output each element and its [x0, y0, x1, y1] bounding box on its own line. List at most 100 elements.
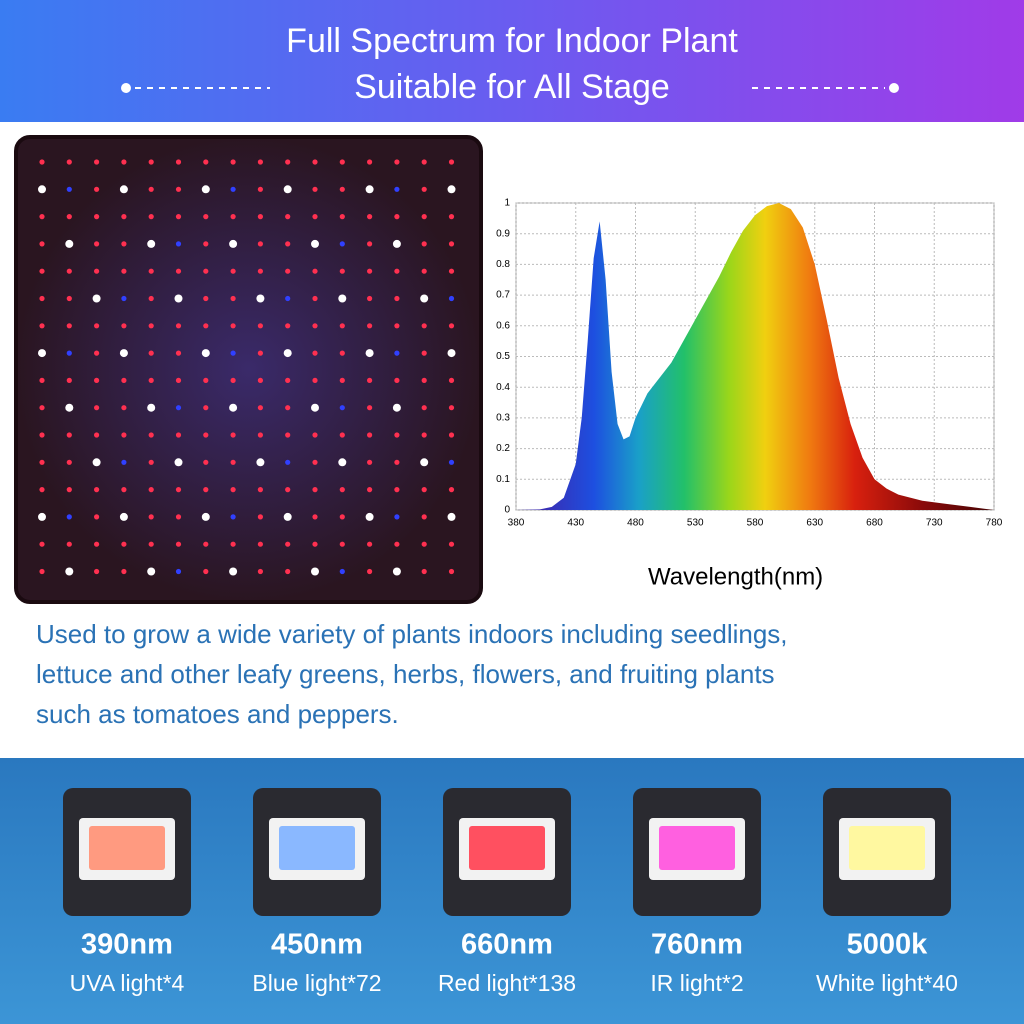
- led-wavelength: 5000k: [847, 929, 929, 961]
- x-tick-label: 730: [926, 518, 943, 529]
- led-dot: [66, 377, 72, 383]
- led-dot: [285, 487, 291, 493]
- led-dot: [283, 185, 292, 194]
- led-dot: [365, 185, 374, 194]
- led-dot: [339, 377, 345, 383]
- led-dot: [285, 241, 291, 247]
- led-dot: [285, 323, 291, 329]
- led-dot: [94, 514, 100, 520]
- led-dot: [39, 459, 45, 465]
- led-dot: [230, 323, 236, 329]
- led-dot: [367, 487, 373, 493]
- led-dot: [94, 350, 100, 356]
- y-tick-label: 0.3: [496, 413, 510, 424]
- led-dot: [394, 214, 400, 220]
- led-chip-glow: [469, 826, 545, 870]
- led-dot: [421, 514, 427, 520]
- led-dot: [92, 458, 101, 467]
- led-dot: [229, 239, 238, 248]
- led-dot: [39, 568, 45, 575]
- led-dot: [447, 185, 456, 194]
- led-dot: [257, 350, 263, 356]
- led-dot: [257, 323, 263, 329]
- x-tick-label: 480: [627, 518, 644, 529]
- led-dot: [448, 268, 455, 274]
- led-dot: [38, 512, 46, 521]
- led-dot: [312, 186, 318, 192]
- led-dot: [203, 323, 209, 329]
- led-dot: [230, 541, 236, 547]
- led-dot: [392, 239, 401, 248]
- led-dot: [394, 159, 400, 165]
- y-tick-label: 0.1: [496, 474, 510, 485]
- led-dot: [66, 432, 72, 438]
- led-dot: [257, 377, 263, 383]
- led-dot: [94, 159, 100, 165]
- x-tick-label: 430: [567, 518, 584, 529]
- led-dot: [119, 349, 128, 358]
- led-dot: [230, 295, 236, 302]
- led-dot: [257, 514, 263, 520]
- led-dot: [175, 405, 182, 411]
- led-dot: [39, 268, 45, 274]
- led-dot: [203, 541, 209, 547]
- led-dot: [312, 323, 318, 329]
- led-dot: [66, 295, 72, 302]
- led-dot: [148, 323, 154, 329]
- led-dot: [392, 567, 401, 576]
- led-dot: [121, 214, 127, 220]
- led-dot: [257, 405, 263, 411]
- led-dot: [94, 214, 100, 220]
- led-dot: [367, 241, 373, 247]
- led-dot: [257, 432, 263, 438]
- led-dot: [338, 458, 347, 467]
- x-tick-label: 680: [866, 518, 883, 529]
- led-dot: [66, 323, 72, 329]
- led-dot: [394, 541, 400, 547]
- led-dot: [285, 405, 291, 411]
- led-dot: [421, 377, 427, 383]
- led-dot: [367, 405, 373, 411]
- led-label: UVA light*4: [70, 970, 185, 996]
- led-dot: [119, 185, 128, 194]
- led-chip-glow: [659, 826, 735, 870]
- led-dot: [448, 214, 455, 220]
- led-dot: [230, 459, 236, 465]
- led-dot: [257, 214, 263, 220]
- led-dot: [175, 514, 182, 520]
- led-dot: [66, 514, 72, 520]
- led-dot: [367, 323, 373, 329]
- led-dot: [285, 159, 291, 165]
- led-wavelength: 660nm: [461, 929, 553, 961]
- led-dot: [230, 432, 236, 438]
- led-dot: [394, 295, 400, 302]
- led-dot: [148, 295, 154, 302]
- led-dot: [148, 377, 154, 383]
- led-dot: [367, 214, 373, 220]
- led-dot: [121, 241, 127, 247]
- led-dot: [230, 350, 236, 356]
- led-dot: [175, 323, 182, 329]
- led-dot: [421, 405, 427, 411]
- led-dot: [257, 568, 263, 575]
- led-dot: [312, 268, 318, 274]
- led-dot: [92, 294, 101, 303]
- led-dot: [339, 186, 345, 192]
- led-dot: [39, 377, 45, 383]
- led-dot: [203, 377, 209, 383]
- led-dot: [121, 568, 127, 575]
- led-panel: [14, 135, 483, 604]
- led-dot: [230, 514, 236, 520]
- spectrum-area: [516, 203, 994, 510]
- led-dot: [312, 459, 318, 465]
- led-dot: [339, 541, 345, 547]
- led-label: Red light*138: [438, 970, 576, 996]
- led-dot: [65, 239, 74, 248]
- led-dot: [66, 186, 72, 192]
- led-dot: [339, 405, 345, 411]
- led-dot: [94, 268, 100, 274]
- led-dot: [394, 350, 400, 356]
- led-dot: [421, 214, 427, 220]
- led-dot: [39, 241, 45, 247]
- led-chip-glow: [849, 826, 925, 870]
